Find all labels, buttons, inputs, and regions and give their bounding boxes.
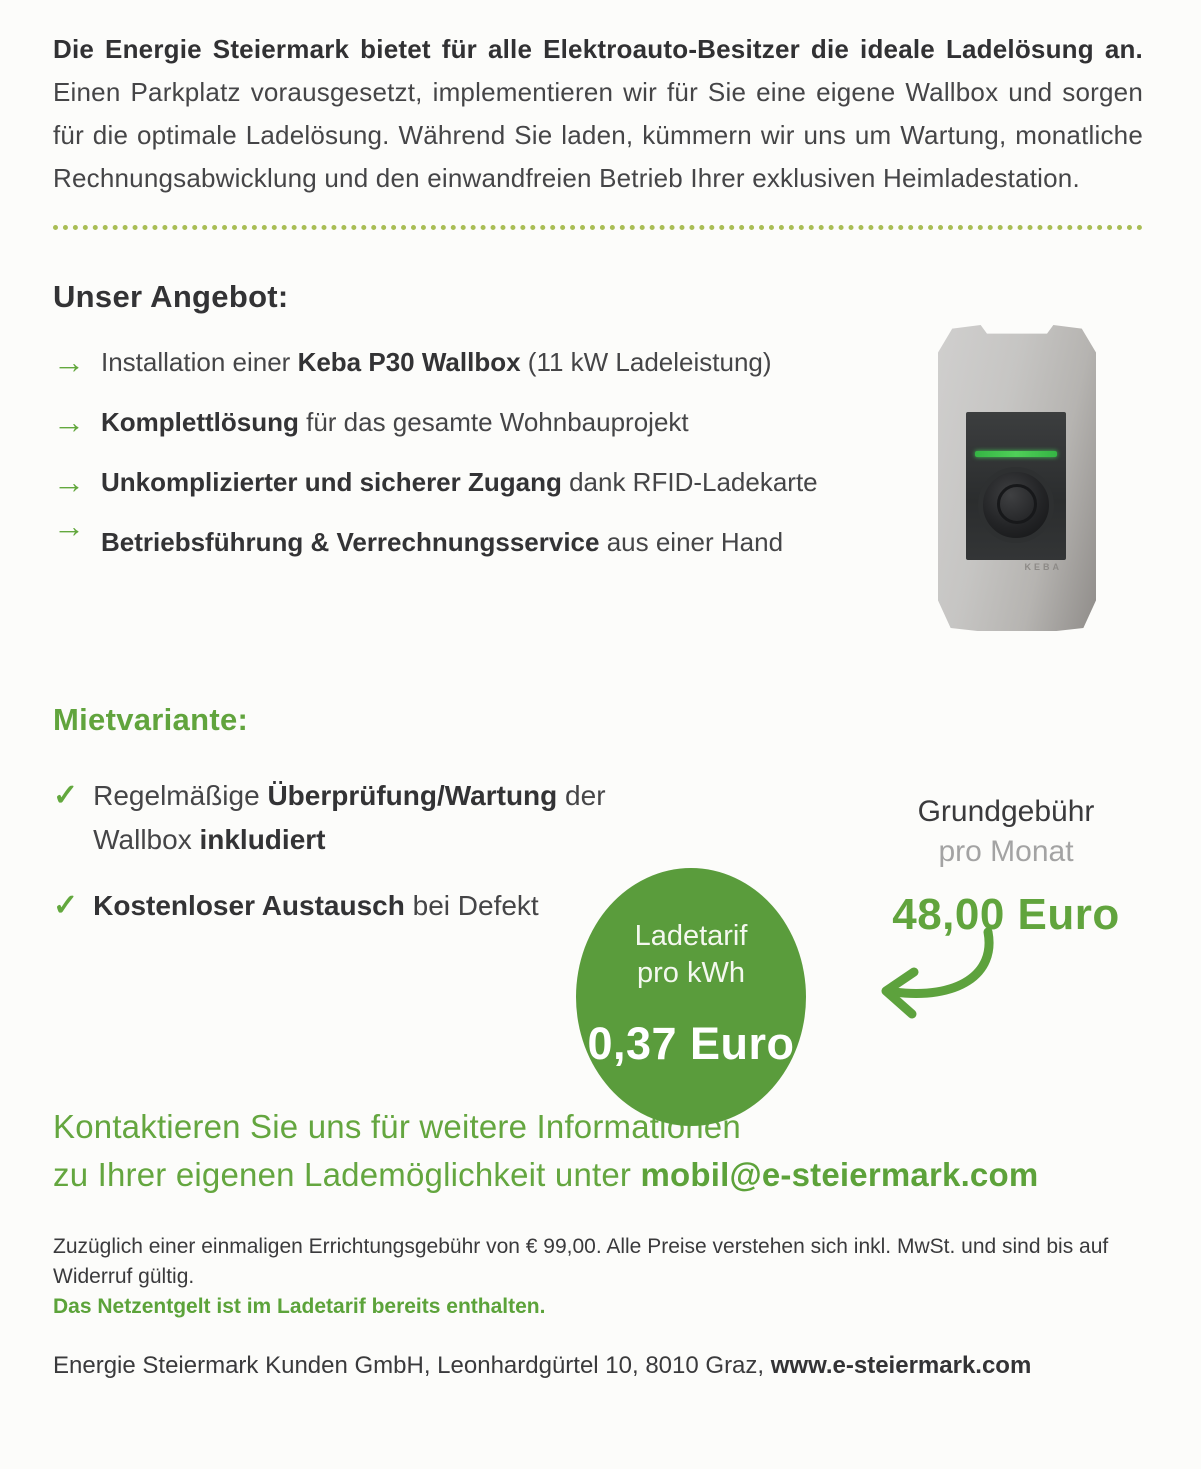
wallbox-brand-label: KEBA <box>1024 562 1062 572</box>
offer-list: → Installation einer Keba P30 Wallbox (1… <box>53 344 833 560</box>
wallbox-charging-socket <box>978 467 1054 543</box>
tariff-circle-badge: Ladetarif pro kWh 0,37 Euro <box>576 868 806 1126</box>
rental-item-text: Kostenloser Austausch bei Defekt <box>93 890 539 921</box>
fine-print: Zuzüglich einer einmaligen Errichtungsge… <box>53 1232 1143 1322</box>
offer-item-text: Betriebsführung & Verrechnungsservice au… <box>101 527 784 557</box>
rental-item-text: Regelmäßige Überprüfung/Wartung der Wall… <box>93 780 606 855</box>
arrow-right-icon: → <box>53 464 85 500</box>
rental-item-austausch: ✓ Kostenloser Austausch bei Defekt <box>53 884 613 928</box>
rental-heading: Mietvariante: <box>53 702 249 737</box>
rental-item-wartung: ✓ Regelmäßige Überprüfung/Wartung der Wa… <box>53 774 613 862</box>
wallbox-led-strip <box>975 451 1057 457</box>
dotted-divider <box>53 225 1143 230</box>
offer-item-installation: → Installation einer Keba P30 Wallbox (1… <box>53 344 833 380</box>
base-fee-price: 48,00 Euro <box>892 890 1120 939</box>
wallbox-product-image: KEBA <box>938 325 1096 631</box>
arrow-right-icon: → <box>53 404 85 440</box>
footer-address: Energie Steiermark Kunden GmbH, Leonhard… <box>53 1352 1032 1379</box>
offer-item-betriebsfuehrung: → Betriebsführung & Verrechnungsservice … <box>53 508 833 560</box>
intro-lead-sentence: Die Energie Steiermark bietet für alle E… <box>53 34 1143 64</box>
arrow-right-icon: → <box>53 508 85 544</box>
contact-line2: zu Ihrer eigenen Lademöglichkeit unter <box>53 1156 641 1193</box>
wallbox-socket-inner-ring <box>997 484 1037 524</box>
contact-line1: Kontaktieren Sie uns für weitere Informa… <box>53 1108 741 1145</box>
tariff-price: 0,37 Euro <box>587 1018 795 1069</box>
fine-print-line2: Das Netzentgelt ist im Ladetarif bereits… <box>53 1295 546 1318</box>
rental-list: ✓ Regelmäßige Überprüfung/Wartung der Wa… <box>53 774 613 928</box>
intro-body-text: Einen Parkplatz vorausgesetzt, implement… <box>53 77 1143 193</box>
contact-email: mobil@e-steiermark.com <box>640 1156 1039 1193</box>
offer-item-text: Installation einer Keba P30 Wallbox (11 … <box>101 347 772 377</box>
offer-item-komplettloesung: → Komplettlösung für das gesamte Wohnbau… <box>53 404 833 440</box>
arrow-right-icon: → <box>53 344 85 380</box>
offer-heading: Unser Angebot: <box>53 279 289 314</box>
offer-item-zugang: → Unkomplizierter und sicherer Zugang da… <box>53 464 833 500</box>
footer-website: www.e-steiermark.com <box>770 1352 1032 1379</box>
check-icon: ✓ <box>53 779 79 812</box>
check-icon: ✓ <box>53 889 79 922</box>
base-fee-title: Grundgebühr <box>917 795 1095 828</box>
intro-paragraph: Die Energie Steiermark bietet für alle E… <box>53 28 1143 200</box>
offer-item-text: Unkomplizierter und sicherer Zugang dank… <box>101 467 818 497</box>
base-fee-block: Grundgebühr pro Monat 48,00 Euro <box>888 792 1124 940</box>
base-fee-subtitle: pro Monat <box>938 835 1074 868</box>
wallbox-front-panel <box>966 412 1066 560</box>
tariff-line1: Ladetarif <box>634 920 748 952</box>
tariff-line2: pro kWh <box>637 957 745 989</box>
offer-item-text: Komplettlösung für das gesamte Wohnbaupr… <box>101 407 689 437</box>
fine-print-line1: Zuzüglich einer einmaligen Errichtungsge… <box>53 1235 1109 1288</box>
curved-arrow-icon <box>881 927 994 1019</box>
contact-text: Kontaktieren Sie uns für weitere Informa… <box>53 1103 1143 1199</box>
